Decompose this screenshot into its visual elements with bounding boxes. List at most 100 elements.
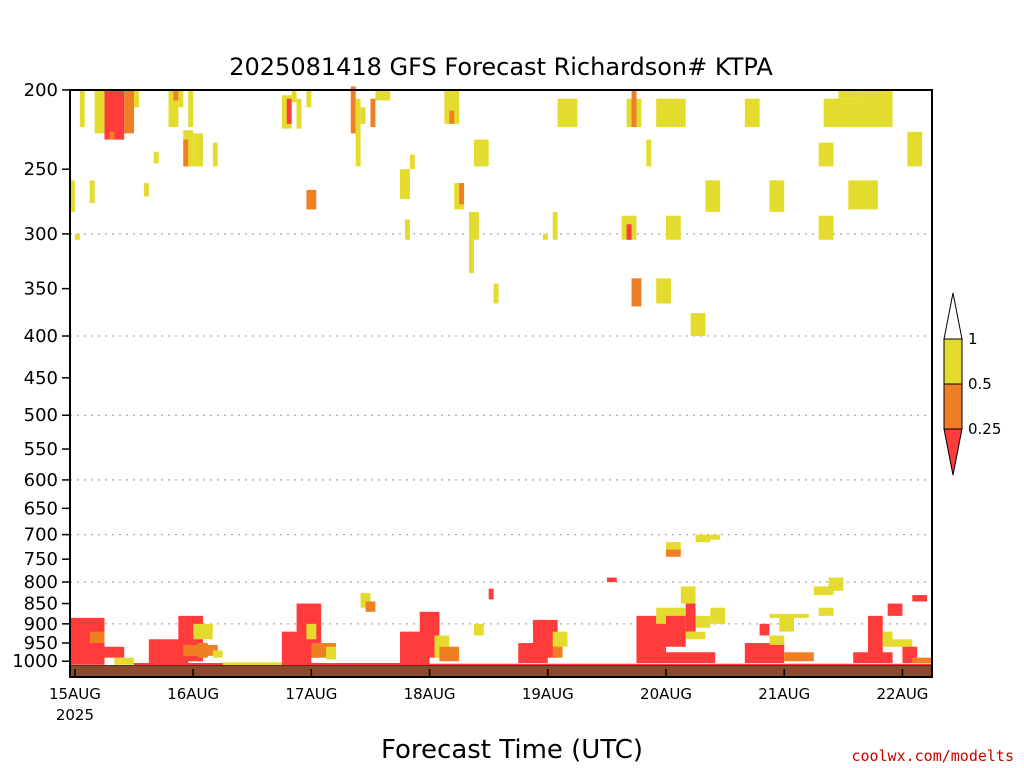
heatmap-cell xyxy=(769,635,785,645)
y-tick-label: 250 xyxy=(24,159,58,180)
heatmap-cell xyxy=(680,586,696,604)
heatmap-cell xyxy=(784,652,814,662)
heatmap-cell xyxy=(375,90,391,101)
heatmap-cell xyxy=(296,98,302,129)
x-axis-ticks: 15AUG 2025 16AUG 17AUG 18AUG 19AUG 20AUG 21AUG 2… xyxy=(49,669,928,724)
heatmap-cell xyxy=(439,646,460,662)
y-tick-label: 850 xyxy=(24,594,58,615)
heatmap-cell xyxy=(690,313,706,337)
heatmap-cell xyxy=(134,90,139,108)
heatmap-cells xyxy=(70,86,932,666)
heatmap-cell xyxy=(818,607,834,616)
legend-swatch-025-05 xyxy=(943,383,963,430)
heatmap-cell xyxy=(99,646,125,658)
heatmap-cell xyxy=(114,657,135,665)
heatmap-cell xyxy=(744,98,760,128)
heatmap-cell xyxy=(400,169,410,200)
heatmap-cell xyxy=(823,98,859,128)
heatmap-cell xyxy=(666,615,686,647)
heatmap-cell xyxy=(848,180,878,210)
heatmap-cell xyxy=(912,595,928,602)
heatmap-cell xyxy=(705,180,721,212)
legend-label: 0.25 xyxy=(968,420,1001,438)
heatmap-cell xyxy=(404,219,410,240)
heatmap-cell xyxy=(518,643,548,664)
y-tick-label: 200 xyxy=(24,80,58,101)
x-tick-label: 15AUG xyxy=(49,685,101,703)
heatmap-cell xyxy=(759,623,770,636)
x-tick-label: 17AUG xyxy=(285,685,337,703)
heatmap-cell xyxy=(109,131,115,140)
heatmap-cell xyxy=(666,542,681,550)
heatmap-cell xyxy=(685,603,696,632)
heatmap-cell xyxy=(286,98,292,124)
y-tick-label: 300 xyxy=(24,224,58,245)
y-tick-label: 450 xyxy=(24,368,58,389)
heatmap-cell xyxy=(473,623,484,636)
heatmap-cell xyxy=(360,592,371,608)
heatmap-cell xyxy=(853,652,893,664)
heatmap-cell xyxy=(892,639,913,647)
heatmap-cell xyxy=(355,98,361,167)
x-tick-label: 16AUG xyxy=(167,685,219,703)
heatmap-cell xyxy=(769,180,785,212)
heatmap-cell xyxy=(907,131,923,167)
heatmap-cell xyxy=(887,603,903,616)
heatmap-cell xyxy=(168,90,179,128)
heatmap-cell xyxy=(552,631,568,647)
y-tick-label: 600 xyxy=(24,470,58,491)
heatmap-cell xyxy=(306,90,312,108)
y-tick-label: 950 xyxy=(24,633,58,654)
heatmap-cell xyxy=(193,133,203,167)
heatmap-cell xyxy=(104,90,125,140)
heatmap-cell xyxy=(370,98,376,128)
heatmap-cell xyxy=(631,90,637,128)
heatmap-cell xyxy=(400,631,430,664)
heatmap-cell xyxy=(468,239,474,274)
x-tick-label: 20AUG xyxy=(640,685,692,703)
heatmap-cell xyxy=(306,189,317,210)
heatmap-cell xyxy=(818,142,834,167)
heatmap-cell xyxy=(769,613,809,618)
heatmap-cell xyxy=(867,615,883,662)
heatmap-cell xyxy=(94,90,105,134)
heatmap-cell xyxy=(449,110,455,124)
heatmap-cell xyxy=(813,586,834,596)
y-tick-label: 900 xyxy=(24,614,58,635)
heatmap-cell xyxy=(89,180,95,204)
heatmap-cell xyxy=(488,588,494,600)
heatmap-cell xyxy=(306,623,317,640)
heatmap-cell xyxy=(193,623,213,640)
heatmap-cell xyxy=(153,151,159,164)
y-tick-label: 650 xyxy=(24,498,58,519)
heatmap-cell xyxy=(656,278,671,304)
gridlines xyxy=(70,233,932,625)
heatmap-cell xyxy=(542,233,548,240)
heatmap-cell xyxy=(666,549,681,557)
heatmap-cell xyxy=(828,577,844,591)
x-tick-label: 22AUG xyxy=(876,685,928,703)
y-tick-label: 750 xyxy=(24,549,58,570)
chart-title: 2025081418 GFS Forecast Richardson# KTPA xyxy=(229,53,773,81)
heatmap-cell xyxy=(685,631,706,640)
heatmap-cell xyxy=(646,139,652,167)
heatmap-cell xyxy=(838,90,859,99)
heatmap-cell xyxy=(188,90,194,128)
heatmap-cell xyxy=(89,631,105,644)
x-tick-label: 18AUG xyxy=(404,685,456,703)
heatmap-cell xyxy=(858,90,893,128)
heatmap-cell xyxy=(212,650,223,658)
heatmap-cell xyxy=(326,646,336,660)
heatmap-cell xyxy=(695,615,711,628)
color-legend: 1 0.5 0.25 xyxy=(943,292,1001,476)
heatmap-cell xyxy=(912,657,932,664)
heatmap-cell xyxy=(178,90,184,108)
heatmap-cell xyxy=(710,607,726,624)
heatmap-cell xyxy=(710,534,721,540)
heatmap-cell xyxy=(468,211,479,240)
legend-swatch-05-1 xyxy=(943,338,963,385)
heatmap-cell xyxy=(695,534,711,543)
heatmap-cell xyxy=(183,139,189,167)
heatmap-cell xyxy=(70,180,75,212)
